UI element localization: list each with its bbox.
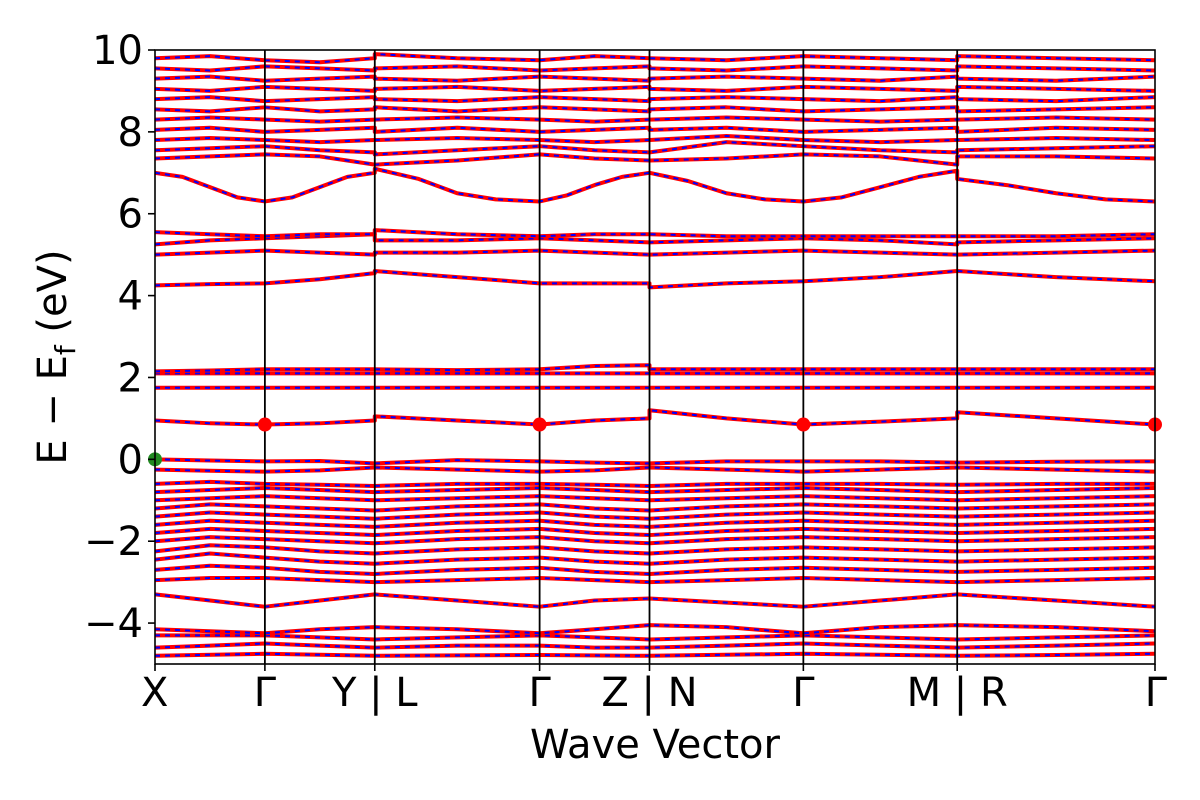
- x-tick-label: X: [141, 670, 168, 716]
- y-tick-label: 8: [118, 110, 143, 156]
- x-tick-label: M | R: [907, 670, 1008, 716]
- y-axis-title-subscript: f: [49, 344, 82, 355]
- y-axis-title-unit: (eV): [30, 249, 76, 345]
- y-tick-label: −2: [84, 519, 143, 565]
- y-tick-label: 10: [92, 28, 143, 74]
- band-line: [155, 592, 1155, 609]
- band-line: [155, 269, 1155, 290]
- band-line-dashed: [155, 141, 1155, 156]
- x-axis-ticks: X Γ Y | L Γ Z | N Γ M | R Γ: [141, 664, 1168, 716]
- band-line-dashed: [155, 564, 1155, 575]
- plot-frame: [154, 49, 1156, 665]
- band-line: [155, 633, 1155, 642]
- band-line-dashed: [155, 536, 1155, 545]
- band-edge-marker: [796, 417, 811, 432]
- y-axis-title-main: E − E: [30, 355, 76, 465]
- x-tick-label: Γ: [528, 670, 551, 716]
- band-line: [155, 457, 1155, 466]
- band-line-dashed: [155, 409, 1155, 426]
- y-tick-label: 0: [118, 437, 143, 483]
- band-line: [155, 115, 1155, 124]
- band-line: [155, 363, 1155, 374]
- bands-layer: [155, 52, 1155, 658]
- x-tick-label: Γ: [1145, 670, 1168, 716]
- band-line-dashed: [155, 593, 1155, 608]
- band-line-dashed: [155, 552, 1155, 565]
- band-line: [155, 228, 1155, 239]
- band-line: [155, 576, 1155, 585]
- band-line: [155, 408, 1155, 427]
- k-point-separators: [263, 50, 959, 664]
- band-line-dashed: [155, 527, 1155, 537]
- x-axis-title: Wave Vector: [530, 722, 781, 768]
- band-line: [155, 133, 1155, 145]
- y-axis-title: E − Ef (eV): [30, 249, 82, 464]
- x-tick-label: Γ: [792, 670, 815, 716]
- band-line-dashed: [155, 503, 1155, 512]
- band-line-dashed: [155, 269, 1155, 289]
- x-tick-label: Z | N: [601, 670, 697, 716]
- band-edge-marker: [257, 417, 272, 432]
- band-line-dashed: [155, 53, 1155, 64]
- x-tick-label: Y | L: [331, 670, 418, 716]
- y-tick-label: 4: [118, 274, 143, 320]
- band-line: [155, 465, 1155, 474]
- band-line-dashed: [155, 511, 1155, 520]
- band-line-dashed: [155, 519, 1155, 528]
- band-line: [155, 479, 1155, 488]
- band-line-dashed: [155, 624, 1155, 635]
- y-tick-label: 2: [118, 355, 143, 401]
- y-tick-label: 6: [118, 192, 143, 238]
- band-line-dashed: [155, 126, 1155, 133]
- band-line-dashed: [155, 249, 1155, 256]
- band-line: [155, 494, 1155, 503]
- band-line-dashed: [155, 544, 1155, 555]
- band-line-dashed: [155, 153, 1155, 166]
- band-edge-marker: [532, 417, 547, 432]
- band-line-dashed: [155, 167, 1155, 203]
- y-axis-ticks: −4 −2 0 2 4 6 8 10: [84, 28, 155, 647]
- band-line: [155, 641, 1155, 650]
- band-line: [155, 485, 1155, 495]
- y-tick-label: −4: [84, 601, 143, 647]
- x-tick-label: Γ: [254, 670, 277, 716]
